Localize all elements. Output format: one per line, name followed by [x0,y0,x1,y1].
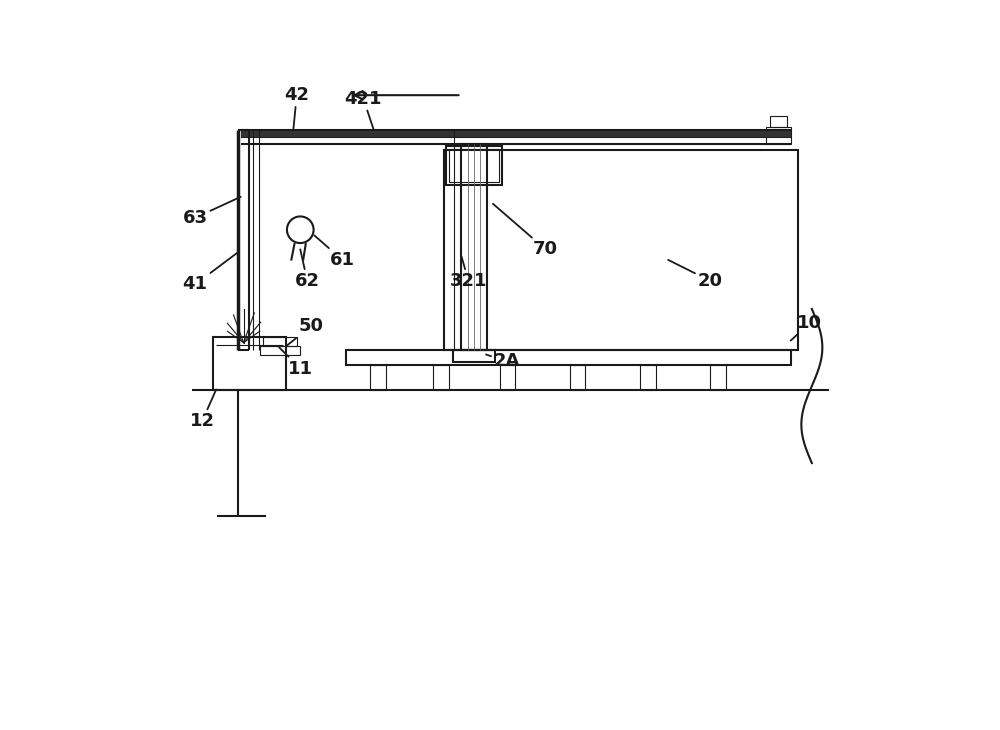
Bar [370,365,386,390]
Bar [449,149,499,182]
Bar [570,365,585,390]
Bar [461,145,487,350]
Text: 50: 50 [286,318,323,346]
Bar [263,337,297,346]
Text: 2A: 2A [486,353,520,371]
Bar [213,337,286,390]
Bar [640,365,656,390]
Bar [453,350,495,362]
Bar [500,365,515,390]
Bar [710,365,726,390]
Text: 12: 12 [190,390,216,430]
Bar [766,127,791,145]
Bar [446,146,502,185]
Text: 321: 321 [450,256,487,290]
Text: 61: 61 [314,235,355,269]
Bar [770,116,787,127]
Text: 20: 20 [668,260,723,290]
Text: 63: 63 [183,197,241,227]
Text: 41: 41 [183,253,237,293]
Text: 62: 62 [295,250,320,290]
Bar [433,365,449,390]
Text: 421: 421 [345,90,382,130]
Bar [260,346,300,356]
Text: 70: 70 [493,204,558,258]
Text: 10: 10 [791,314,822,340]
Bar [444,150,798,350]
Text: 42: 42 [284,86,309,130]
Bar [346,350,791,365]
Text: 11: 11 [279,347,313,377]
